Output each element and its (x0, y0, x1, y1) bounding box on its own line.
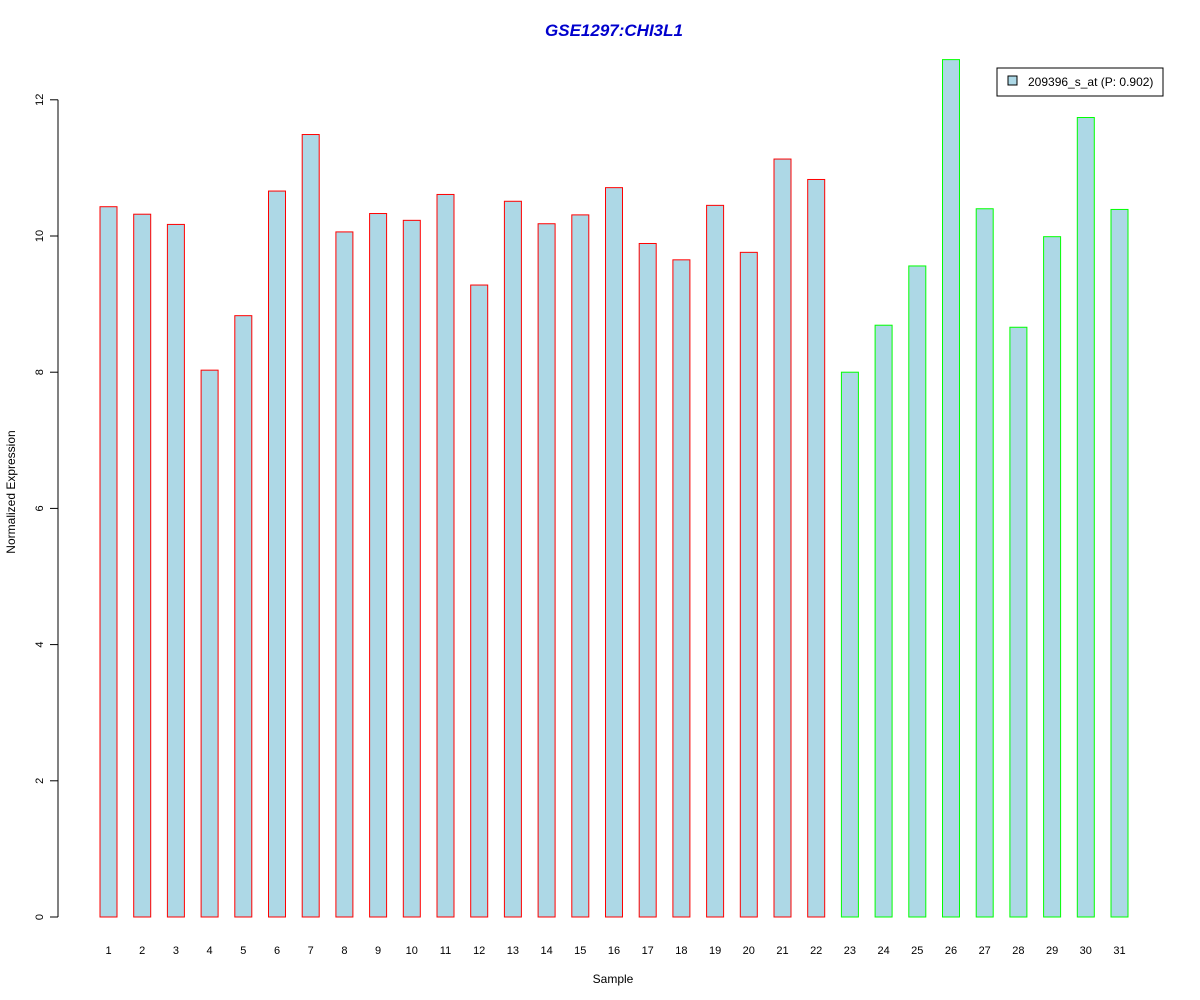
bar-sample-24 (874, 324, 893, 918)
bar-sample-14 (537, 223, 556, 918)
x-tick-label: 22 (810, 945, 822, 957)
y-tick-label: 0 (34, 914, 46, 920)
bar-sample-11 (436, 193, 455, 918)
bar-sample-10 (402, 219, 421, 918)
bar-sample-6 (268, 190, 286, 918)
legend-box (996, 67, 1164, 97)
x-axis: 1 2 3 4 5 6 7 8 9 10 11 12 13 14 15 16 17 18 19 20 21 22 23 24 2… (105, 945, 1125, 957)
x-tick-label: 16 (608, 945, 620, 957)
bar-sample-16 (605, 187, 623, 918)
bar-sample-29 (1043, 236, 1062, 918)
legend-swatch (1007, 75, 1018, 86)
bar-sample-9 (369, 213, 388, 918)
y-axis-label: Normalized Expression (4, 430, 18, 553)
bar-sample-27 (975, 208, 994, 918)
x-tick-label: 12 (473, 945, 485, 957)
x-tick-label: 23 (844, 945, 856, 957)
x-tick-label: 9 (375, 945, 381, 957)
bar-sample-20 (739, 251, 758, 918)
x-tick-label: 29 (1046, 945, 1058, 957)
x-tick-label: 14 (540, 945, 552, 957)
y-tick-label: 6 (34, 505, 46, 511)
bar-sample-18 (672, 259, 691, 918)
x-tick-label: 17 (642, 945, 654, 957)
y-axis: 0 2 4 6 8 10 12 (34, 94, 59, 920)
chart-title: GSE1297:CHI3L1 (545, 21, 683, 40)
x-tick-label: 31 (1113, 945, 1125, 957)
bar-sample-3 (166, 223, 185, 918)
bar-sample-15 (571, 214, 590, 918)
x-tick-label: 25 (911, 945, 923, 957)
bar-sample-19 (706, 204, 725, 918)
y-tick-label: 12 (34, 94, 46, 106)
bar-sample-26 (942, 59, 960, 918)
x-tick-label: 6 (274, 945, 280, 957)
bar-sample-8 (335, 231, 354, 918)
y-tick-label: 8 (34, 369, 46, 375)
bar-sample-2 (133, 213, 152, 918)
bar-sample-31 (1110, 208, 1129, 918)
x-tick-label: 13 (507, 945, 519, 957)
x-tick-label: 10 (406, 945, 418, 957)
x-tick-label: 21 (776, 945, 788, 957)
bar-sample-13 (503, 200, 522, 918)
legend-label: 209396_s_at (P: 0.902) (1028, 75, 1153, 89)
legend: 209396_s_at (P: 0.902) (996, 67, 1164, 97)
y-tick-label: 4 (34, 642, 46, 648)
bar-sample-21 (773, 158, 792, 918)
x-tick-label: 1 (105, 945, 111, 957)
x-tick-label: 8 (341, 945, 347, 957)
x-tick-label: 30 (1080, 945, 1092, 957)
bar-sample-1 (99, 206, 118, 918)
x-tick-label: 27 (979, 945, 991, 957)
bar-sample-23 (840, 371, 859, 918)
x-tick-label: 28 (1012, 945, 1024, 957)
x-tick-label: 20 (743, 945, 755, 957)
y-tick-label: 10 (34, 230, 46, 242)
x-axis-label: Sample (593, 972, 634, 986)
x-tick-label: 11 (440, 945, 451, 957)
bar-sample-7 (301, 134, 320, 918)
x-tick-label: 2 (139, 945, 145, 957)
bar-sample-5 (234, 315, 253, 918)
x-tick-label: 15 (574, 945, 586, 957)
bar-sample-4 (200, 369, 219, 918)
x-tick-label: 5 (240, 945, 246, 957)
x-tick-label: 19 (709, 945, 721, 957)
bars (99, 59, 1129, 918)
x-tick-label: 7 (308, 945, 314, 957)
x-tick-label: 3 (173, 945, 179, 957)
x-tick-label: 24 (877, 945, 889, 957)
bar-sample-12 (470, 284, 489, 918)
x-tick-label: 18 (675, 945, 687, 957)
bar-sample-28 (1009, 326, 1028, 918)
bar-sample-30 (1076, 117, 1095, 918)
x-tick-label: 4 (207, 945, 213, 957)
y-tick-label: 2 (34, 778, 46, 784)
bar-sample-25 (908, 265, 927, 918)
bar-sample-22 (807, 178, 826, 918)
bar-sample-17 (638, 242, 657, 918)
x-tick-label: 26 (945, 945, 957, 957)
